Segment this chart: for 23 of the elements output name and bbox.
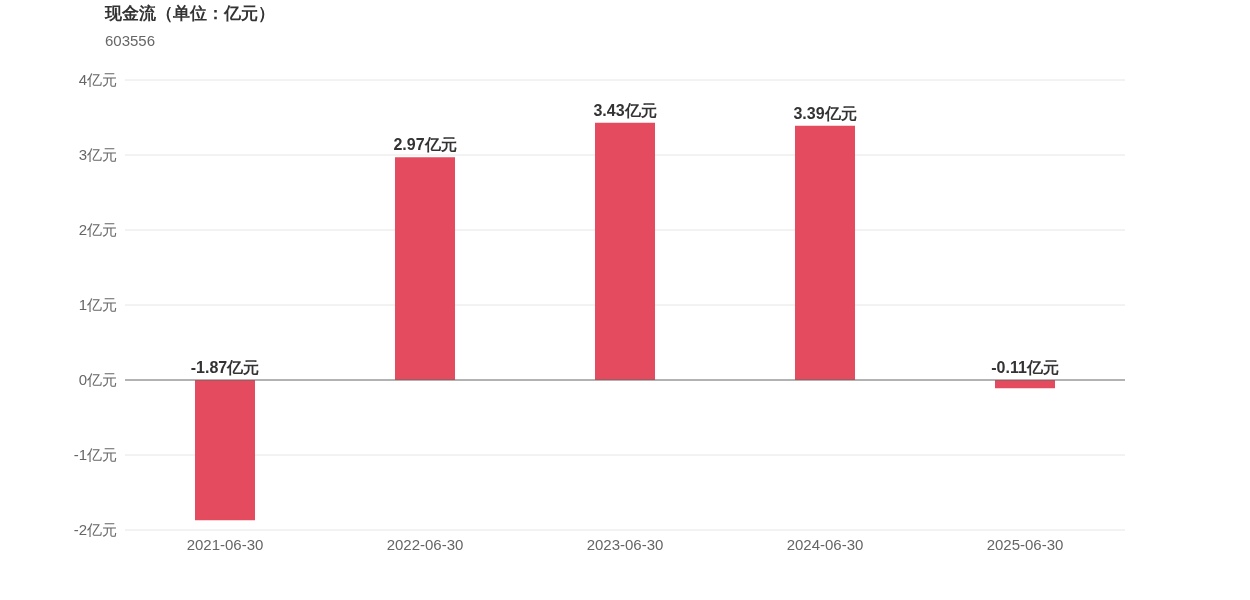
bar [795, 125, 855, 380]
chart-title: 现金流（单位：亿元） [104, 4, 275, 23]
x-tick-label: 2021-06-30 [186, 536, 264, 553]
data-label: 3.39亿元 [793, 104, 857, 122]
x-tick-label: 2025-06-30 [986, 536, 1064, 553]
y-tick-label: 4亿元 [78, 71, 117, 88]
y-tick-label: 1亿元 [78, 296, 117, 313]
data-label: -1.87亿元 [190, 359, 260, 376]
x-tick-label: 2022-06-30 [386, 536, 464, 553]
bar [195, 380, 255, 521]
bar [395, 157, 455, 380]
bar [595, 122, 655, 380]
x-tick-label: 2024-06-30 [786, 536, 864, 553]
y-tick-label: 3亿元 [78, 146, 117, 163]
data-label: 3.43亿元 [593, 101, 657, 119]
x-tick-label: 2023-06-30 [586, 536, 664, 553]
y-tick-label: 0亿元 [78, 371, 117, 388]
data-label: 2.97亿元 [393, 136, 457, 154]
data-label: -0.11亿元 [991, 359, 1059, 376]
y-tick-label: -1亿元 [73, 446, 117, 463]
y-tick-label: -2亿元 [73, 521, 117, 538]
y-tick-label: 2亿元 [78, 221, 117, 238]
chart-subtitle: 603556 [105, 32, 156, 49]
